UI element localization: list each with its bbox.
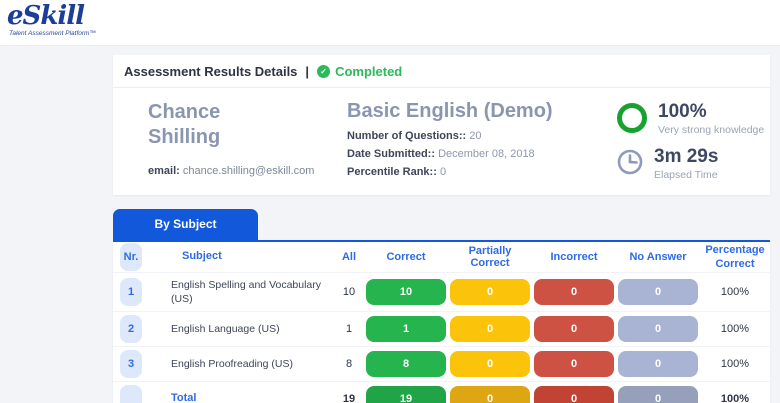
detail-value: December 08, 2018 [438, 147, 535, 160]
subject-cell: English Spelling and Vocabulary (US) [171, 278, 322, 305]
correct-badge: 1 [366, 315, 446, 342]
detail-num-questions: Number of Questions:: 20 [347, 129, 617, 145]
detail-value: 0 [439, 165, 447, 178]
candidate-section: Chance Shilling email: chance.shilling@e… [148, 100, 347, 181]
no-answer-badge: 0 [618, 278, 698, 305]
candidate-name: Chance Shilling [148, 101, 221, 148]
col-header-correct: Correct [386, 250, 426, 263]
email-value: chance.shilling@eskill.com [182, 165, 315, 177]
brand-logo[interactable]: eSkill Talent Assessment Platform™ [7, 3, 96, 37]
percentage-cell: 100% [720, 357, 750, 370]
correct-badge: 10 [366, 278, 446, 305]
score-knowledge-label: Very strong knowledge [658, 123, 765, 136]
partially-correct-badge: 0 [450, 278, 530, 305]
table-row: 2 English Language (US) 1 1 0 0 0 100% [113, 310, 770, 346]
all-cell: 10 [342, 285, 356, 298]
no-answer-badge: 0 [618, 385, 698, 403]
table-row: 1 English Spelling and Vocabulary (US) 1… [113, 271, 770, 311]
tab-underline [113, 239, 770, 242]
row-number-pill: 1 [120, 277, 142, 306]
status-badge: ✓ Completed [317, 64, 402, 79]
row-number-pill: 2 [120, 314, 142, 343]
all-cell: 1 [345, 322, 353, 335]
subject-cell: English Proofreading (US) [171, 357, 293, 370]
score-ring-icon [617, 103, 647, 133]
score-section: 100% Very strong knowledge 3m 29s Elapse… [617, 100, 770, 181]
candidate-email: email: chance.shilling@eskill.com [148, 163, 326, 180]
partially-correct-badge: 0 [450, 385, 530, 403]
correct-badge: 8 [366, 350, 446, 377]
time-row: 3m 29s Elapsed Time [617, 145, 770, 181]
subject-cell: English Language (US) [171, 322, 280, 335]
elapsed-time: 3m 29s [654, 145, 719, 167]
row-number-pill [120, 384, 142, 403]
score-row: 100% Very strong knowledge [617, 101, 770, 136]
col-header-all: All [341, 250, 357, 263]
partially-correct-badge: 0 [450, 350, 530, 377]
brand-tagline: Talent Assessment Platform™ [9, 30, 96, 37]
incorrect-badge: 0 [534, 278, 614, 305]
no-answer-badge: 0 [618, 350, 698, 377]
results-card-header: Assessment Results Details | ✓ Completed [113, 55, 770, 88]
detail-label: Date Submitted:: [347, 147, 435, 160]
percentage-cell: 100% [720, 322, 750, 335]
correct-badge: 19 [366, 385, 446, 403]
table-row: 3 English Proofreading (US) 8 8 0 0 0 10… [113, 345, 770, 381]
elapsed-time-label: Elapsed Time [654, 168, 718, 181]
page-title: Assessment Results Details [124, 63, 298, 79]
title-separator: | [305, 63, 310, 79]
incorrect-badge: 0 [534, 350, 614, 377]
col-header-subject: Subject [182, 250, 222, 263]
col-header-percentage-correct: Percentage Correct [705, 243, 765, 270]
check-icon: ✓ [317, 64, 331, 78]
clock-icon [617, 149, 643, 175]
percentage-cell: 100% [720, 285, 750, 298]
score-percent: 100% [658, 101, 707, 122]
col-header-incorrect: Incorrect [550, 250, 598, 263]
percentage-cell: 100% [720, 392, 750, 403]
status-label: Completed [335, 63, 403, 79]
brand-logo-text: eSkill [7, 1, 85, 31]
results-card: Assessment Results Details | ✓ Completed… [113, 55, 770, 195]
detail-percentile-rank: Percentile Rank:: 0 [347, 165, 617, 181]
total-label: Total [171, 392, 197, 403]
top-bar: eSkill Talent Assessment Platform™ [0, 0, 780, 46]
test-section: Basic English (Demo) Number of Questions… [347, 100, 617, 181]
email-label: email: [148, 165, 180, 177]
col-header-no-answer: No Answer [629, 250, 687, 263]
table-total-row: Total 19 19 0 0 0 100% [113, 380, 770, 403]
detail-label: Percentile Rank:: [347, 165, 437, 178]
col-header-partially-correct: Partially Correct [468, 244, 512, 269]
no-answer-badge: 0 [618, 315, 698, 342]
col-header-nr: Nr. [120, 242, 142, 271]
table-header-row: Nr. Subject All Correct Partially Correc… [113, 242, 770, 272]
all-cell: 19 [342, 392, 356, 403]
incorrect-badge: 0 [534, 315, 614, 342]
results-table: Nr. Subject All Correct Partially Correc… [113, 241, 770, 403]
incorrect-badge: 0 [534, 385, 614, 403]
detail-date-submitted: Date Submitted:: December 08, 2018 [347, 147, 617, 163]
all-cell: 8 [345, 357, 353, 370]
detail-value: 20 [469, 130, 482, 142]
tab-by-subject[interactable]: By Subject [113, 208, 258, 240]
test-title: Basic English (Demo) [347, 100, 553, 122]
detail-label: Number of Questions:: [347, 130, 467, 142]
row-number-pill: 3 [120, 349, 142, 378]
results-card-body: Chance Shilling email: chance.shilling@e… [113, 88, 770, 195]
main-content: Assessment Results Details | ✓ Completed… [113, 55, 770, 403]
partially-correct-badge: 0 [450, 315, 530, 342]
